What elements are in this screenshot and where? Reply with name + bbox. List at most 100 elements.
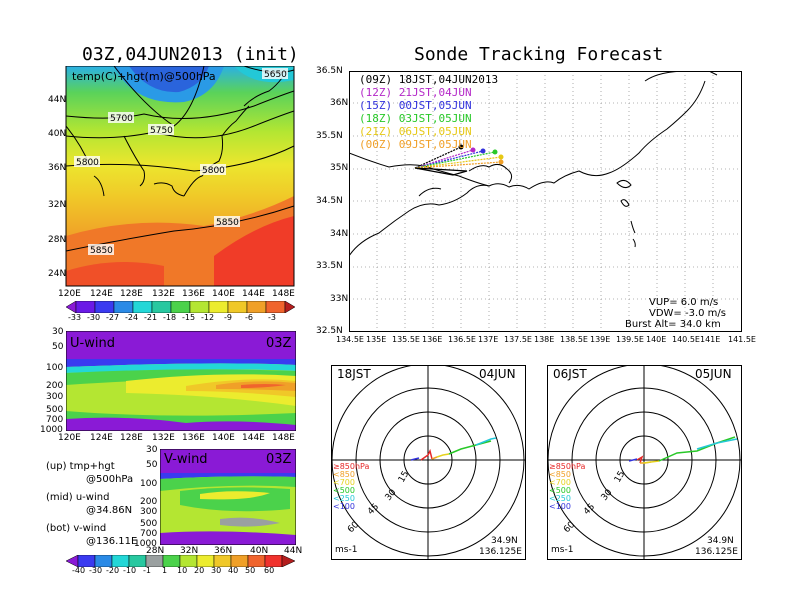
cbar-tick: -30 [87, 313, 101, 322]
lon-tick: 124E [90, 289, 113, 299]
level-legend-item: <500 [333, 486, 355, 495]
legend-line: (bot) v-wind [46, 523, 107, 534]
lon-tick: 141E [700, 335, 721, 344]
legend-line: (up) tmp+hgt [46, 461, 115, 472]
lon-tick: 138.5E [560, 335, 588, 344]
lat-tick: 36N [330, 98, 349, 108]
lon-tick: 132E [152, 289, 175, 299]
level-legend-item: <850 [549, 470, 571, 479]
lon-tick: 137.5E [504, 335, 532, 344]
lat-tick: 32.5N [316, 326, 343, 336]
u-wind-section: U-wind 03Z [66, 331, 296, 431]
legend-line: @500hPa [86, 474, 134, 485]
p-tick: 500 [46, 405, 64, 415]
legend-line: (mid) u-wind [46, 492, 110, 503]
hodo2-lat: 34.9N [707, 536, 734, 546]
lon-tick: 137E [478, 335, 499, 344]
lat-tick: 40N [250, 546, 269, 556]
contour-label: 5850 [216, 218, 239, 228]
lat-tick: 34.5N [316, 196, 343, 206]
p-tick: 300 [140, 507, 158, 517]
lon-tick: 135.5E [392, 335, 420, 344]
lon-tick: 140E [212, 433, 235, 443]
cbar-tick: -27 [106, 313, 120, 322]
lon-tick: 136.5E [448, 335, 476, 344]
lat-tick: 24N [48, 269, 67, 279]
level-legend-item: <700 [549, 478, 571, 487]
lat-tick: 33N [330, 294, 349, 304]
lat-tick: 28N [48, 235, 67, 245]
hodo1-lon: 136.125E [479, 547, 522, 557]
p-tick: 500 [140, 519, 158, 529]
contour-label: 5800 [202, 166, 225, 176]
overlay-label: temp(C)+hgt(m)@500hPa [72, 70, 216, 83]
lon-tick: 140E [212, 289, 235, 299]
p-tick: 300 [46, 392, 64, 402]
contour-label: 5750 [150, 126, 173, 136]
lat-tick: 35.5N [316, 131, 343, 141]
ring-label: 15 [613, 470, 627, 485]
p-tick: 100 [46, 363, 64, 373]
lon-tick: 138E [534, 335, 555, 344]
level-legend-item: ≥850hPa [333, 462, 370, 471]
left-title: 03Z,04JUN2013 (init) [82, 44, 299, 65]
lon-tick: 120E [58, 433, 81, 443]
lat-tick: 32N [48, 200, 67, 210]
p-tick: 700 [46, 415, 64, 425]
level-legend-item: <850 [333, 470, 355, 479]
lat-tick: 40N [48, 129, 67, 139]
lon-tick: 140.5E [672, 335, 700, 344]
cbar-tick: -15 [182, 313, 196, 322]
cbar-tick: 30 [211, 566, 222, 575]
contour-label: 5800 [76, 158, 99, 168]
p-tick: 700 [140, 529, 158, 539]
hodo2-unit: ms-1 [551, 545, 573, 555]
hodo2-lon: 136.125E [695, 547, 738, 557]
track-legend-item: (21Z) 06JST,05JUN [359, 125, 472, 138]
lat-tick: 36.5N [316, 66, 343, 76]
cbar-tick: 40 [228, 566, 239, 575]
param-vup: VUP= 6.0 m/s [649, 297, 718, 308]
p-tick: 200 [140, 497, 158, 507]
lon-tick: 144E [242, 289, 265, 299]
lat-tick: 35N [330, 163, 349, 173]
lon-tick: 139E [590, 335, 611, 344]
hodo2-time: 06JST [553, 367, 587, 381]
lon-tick: 148E [272, 289, 295, 299]
cbar-tick: -3 [268, 313, 276, 322]
cbar-tick: 1 [162, 566, 168, 575]
level-legend-item: ≥850hPa [549, 462, 586, 471]
contour-label: 5700 [110, 114, 133, 124]
v-wind-section: V-wind 03Z [160, 449, 296, 545]
hodograph-18jst: 15 30 45 60 18JST 04JUN ≥850hPa <850 <70… [331, 365, 526, 560]
param-burst: Burst Alt= 34.0 km [625, 319, 721, 330]
lon-tick: 132E [152, 433, 175, 443]
u-wind-time: 03Z [266, 336, 292, 351]
p-tick: 1000 [134, 539, 157, 549]
track-legend-item: (00Z) 09JST,05JUN [359, 138, 472, 151]
contour-label: 5850 [90, 246, 113, 256]
right-title: Sonde Tracking Forecast [414, 44, 664, 65]
lat-tick: 36N [48, 163, 67, 173]
contour-label: 5650 [264, 70, 287, 80]
lon-tick: 120E [58, 289, 81, 299]
cbar-tick: -33 [68, 313, 82, 322]
cbar-tick: -24 [125, 313, 139, 322]
cbar-tick: -21 [144, 313, 158, 322]
hodo1-lat: 34.9N [491, 536, 518, 546]
lat-tick: 33.5N [316, 261, 343, 271]
p-tick: 200 [46, 381, 64, 391]
level-legend-item: <100 [549, 502, 571, 511]
lon-tick: 148E [272, 433, 295, 443]
p-tick: 50 [52, 342, 64, 352]
level-legend-item: <250 [549, 494, 571, 503]
lon-tick: 136E [182, 433, 205, 443]
temp-colorbar [66, 301, 296, 313]
level-legend-item: <700 [333, 478, 355, 487]
level-legend-item: <500 [549, 486, 571, 495]
wind-colorbar [66, 555, 296, 567]
legend-line: @34.86N [86, 505, 133, 516]
cbar-tick: 60 [264, 566, 275, 575]
p-tick: 1000 [40, 425, 63, 435]
lat-tick: 32N [180, 546, 199, 556]
